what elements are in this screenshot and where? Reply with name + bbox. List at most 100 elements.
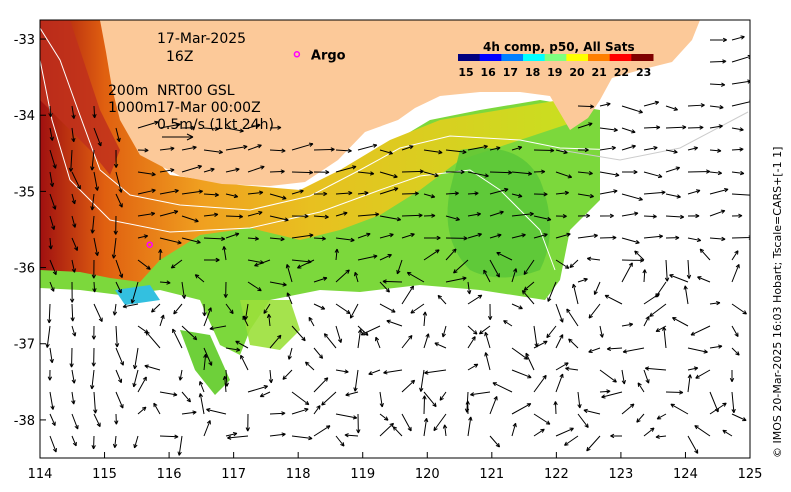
current-arrow (731, 213, 743, 218)
current-arrow (643, 315, 650, 327)
current-arrow (687, 146, 699, 151)
current-arrow (93, 237, 100, 256)
colorbar-tick-labels: 15 16 17 18 19 20 21 22 23 (458, 66, 651, 79)
current-arrow (731, 263, 740, 283)
current-arrow (553, 401, 558, 415)
current-arrow (577, 413, 589, 428)
current-arrow (445, 215, 460, 221)
current-arrow (586, 435, 601, 452)
current-arrow (621, 127, 636, 134)
current-arrow (203, 307, 212, 327)
current-arrow (555, 259, 570, 269)
current-arrow (357, 171, 375, 176)
current-arrow (709, 124, 723, 129)
current-arrow (202, 303, 207, 317)
current-arrow (112, 303, 118, 316)
current-arrow (523, 259, 535, 275)
current-arrow (709, 82, 726, 87)
current-arrow (209, 325, 227, 331)
current-arrow (269, 169, 285, 174)
current-arrow (489, 435, 501, 448)
current-arrow (643, 214, 657, 219)
current-arrow (533, 233, 548, 239)
current-arrow (71, 259, 77, 273)
current-arrow (445, 236, 468, 241)
current-arrow (379, 391, 384, 408)
current-arrow (71, 193, 76, 205)
current-arrow (111, 237, 117, 259)
current-arrow (313, 236, 326, 241)
current-arrow (368, 369, 381, 376)
current-arrow (269, 281, 287, 287)
current-arrow (709, 59, 727, 64)
current-arrow (379, 413, 389, 421)
current-arrow (470, 391, 491, 397)
current-arrow (71, 325, 77, 337)
current-arrow (643, 125, 661, 130)
latitude-axis: -33 -34 -35 -36 -37 -38 (14, 33, 46, 429)
current-arrow (571, 283, 579, 305)
current-arrow (423, 213, 436, 218)
current-arrow (335, 148, 352, 153)
current-arrow (313, 377, 329, 393)
current-arrow (546, 325, 557, 339)
colorbar-swatch (458, 54, 481, 61)
current-arrow (282, 369, 293, 380)
current-arrow (483, 269, 491, 283)
current-arrow (291, 170, 314, 175)
current-arrow (697, 276, 711, 283)
current-arrow (731, 391, 736, 414)
current-arrow (49, 391, 55, 410)
current-arrow (335, 269, 350, 283)
lon-tick-label: 118 (286, 467, 311, 482)
current-arrow (291, 407, 309, 415)
current-arrow (379, 303, 396, 313)
date-label: 17-Mar-2025 (157, 31, 246, 47)
current-arrow (423, 417, 429, 437)
current-arrow (419, 369, 425, 392)
current-arrow (269, 215, 289, 222)
current-arrow (203, 126, 220, 132)
current-arrow (335, 325, 343, 344)
current-arrow (49, 149, 57, 169)
current-arrow (287, 347, 293, 360)
current-arrow (247, 385, 269, 393)
current-arrow (445, 149, 467, 155)
current-arrow (291, 142, 314, 151)
colorbar-tick: 22 (614, 66, 629, 79)
current-arrow (489, 396, 498, 415)
current-arrow (621, 105, 643, 114)
current-arrow (344, 433, 359, 438)
colorbar-swatch (479, 54, 502, 61)
current-arrow (203, 236, 226, 242)
lat-tick-label: -36 (14, 262, 35, 277)
current-arrow (263, 303, 271, 314)
current-arrow (489, 146, 501, 151)
current-arrow (401, 213, 423, 218)
current-arrow (335, 303, 351, 315)
current-arrow (583, 408, 601, 415)
current-arrow (396, 259, 403, 275)
current-arrow (225, 144, 248, 151)
current-arrow (401, 334, 413, 349)
current-arrow (489, 233, 502, 239)
current-arrow (670, 403, 689, 415)
current-arrow (467, 191, 479, 196)
current-arrow (247, 210, 263, 217)
current-arrow (269, 148, 286, 153)
credit-text: © IMOS 20-Mar-2025 16:03 Hobart; Tscale=… (771, 147, 784, 458)
current-arrow (564, 435, 579, 446)
sst-hot-core (40, 20, 120, 175)
current-arrow (401, 169, 424, 174)
current-arrow (423, 171, 439, 178)
contour-1000m (40, 59, 556, 271)
current-arrow (489, 170, 513, 175)
current-arrow (401, 191, 419, 196)
current-arrow (291, 391, 310, 406)
current-arrow (643, 427, 655, 437)
current-arrow (445, 248, 457, 261)
current-time-label: 17-Mar 00:00Z (157, 100, 261, 116)
current-arrow (610, 433, 623, 439)
current-arrow (115, 347, 124, 366)
current-arrow (709, 209, 726, 217)
